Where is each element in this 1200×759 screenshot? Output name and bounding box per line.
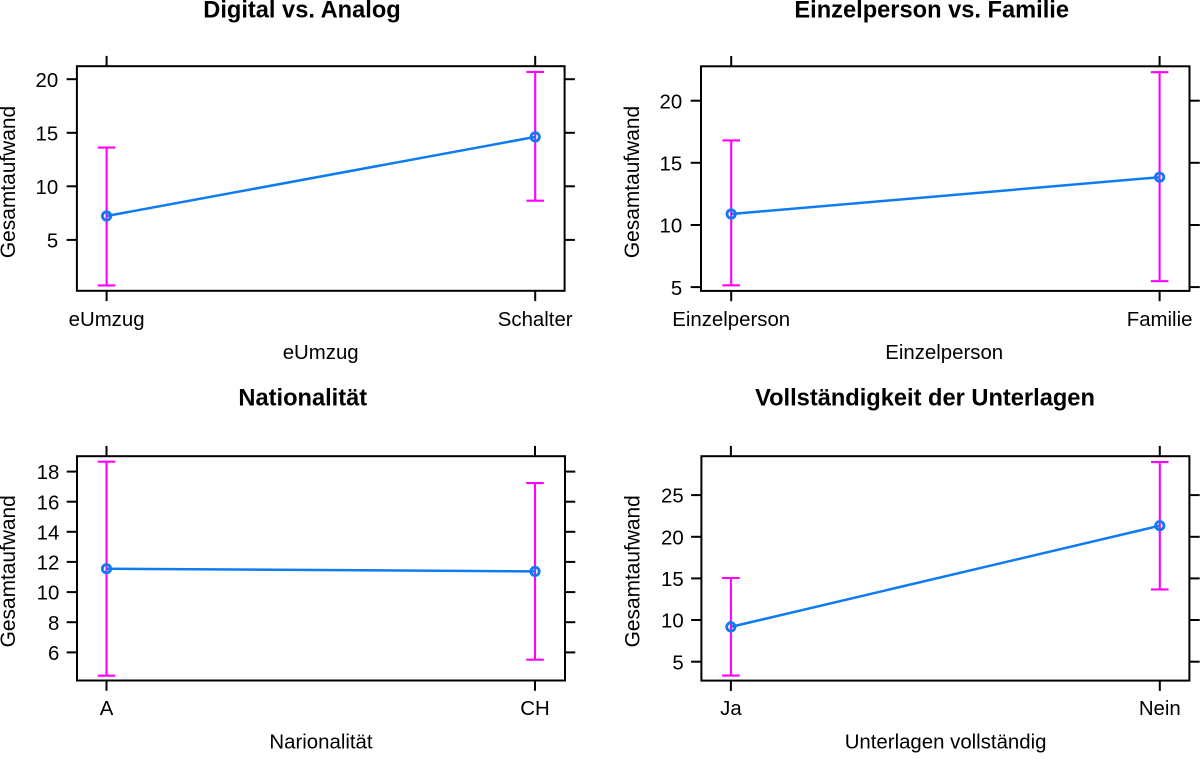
- svg-text:A: A: [100, 698, 114, 720]
- svg-text:Gesamtaufwand: Gesamtaufwand: [0, 106, 20, 258]
- svg-text:Einzelperson: Einzelperson: [672, 309, 790, 331]
- svg-text:10: 10: [660, 216, 683, 238]
- svg-text:Gesamtaufwand: Gesamtaufwand: [0, 495, 20, 647]
- svg-text:8: 8: [48, 613, 59, 635]
- svg-text:Gesamtaufwand: Gesamtaufwand: [621, 106, 644, 258]
- svg-text:20: 20: [661, 527, 684, 549]
- svg-text:Ja: Ja: [720, 698, 742, 720]
- svg-text:Einzelperson: Einzelperson: [885, 342, 1003, 364]
- svg-text:15: 15: [661, 569, 684, 591]
- svg-text:Digital vs. Analog: Digital vs. Analog: [203, 0, 400, 24]
- svg-text:Vollständigkeit der Unterlagen: Vollständigkeit der Unterlagen: [755, 386, 1095, 412]
- svg-text:5: 5: [672, 652, 683, 674]
- svg-text:Gesamtaufwand: Gesamtaufwand: [621, 495, 644, 647]
- svg-text:10: 10: [36, 177, 59, 199]
- svg-text:5: 5: [671, 278, 682, 300]
- svg-text:Nein: Nein: [1139, 698, 1181, 720]
- svg-text:6: 6: [48, 643, 59, 665]
- svg-text:12: 12: [37, 553, 60, 575]
- svg-text:Narionalität: Narionalität: [269, 732, 372, 754]
- svg-text:15: 15: [660, 153, 683, 175]
- svg-text:20: 20: [36, 70, 59, 92]
- svg-text:Nationalität: Nationalität: [238, 386, 367, 412]
- svg-text:15: 15: [36, 123, 59, 145]
- svg-text:Unterlagen vollständig: Unterlagen vollständig: [845, 732, 1047, 754]
- svg-text:14: 14: [37, 522, 60, 544]
- svg-text:eUmzug: eUmzug: [69, 309, 145, 331]
- svg-text:25: 25: [661, 486, 684, 508]
- svg-text:20: 20: [660, 91, 683, 113]
- svg-text:Einzelperson vs. Familie: Einzelperson vs. Familie: [794, 0, 1069, 24]
- svg-text:Schalter: Schalter: [498, 309, 573, 331]
- svg-text:16: 16: [37, 492, 60, 514]
- svg-text:CH: CH: [520, 698, 549, 720]
- svg-text:5: 5: [47, 231, 58, 253]
- svg-text:18: 18: [37, 462, 60, 484]
- svg-text:10: 10: [37, 583, 60, 605]
- svg-text:Familie: Familie: [1127, 309, 1193, 331]
- svg-text:10: 10: [661, 611, 684, 633]
- svg-text:eUmzug: eUmzug: [283, 342, 359, 364]
